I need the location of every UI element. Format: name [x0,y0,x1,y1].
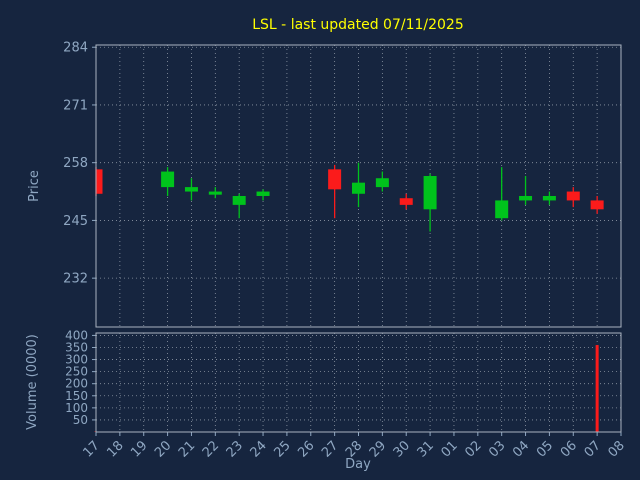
x-tick-label: 18 [104,438,126,460]
x-tick-label: 21 [176,438,198,460]
candle-body [352,182,365,194]
volume-axis-label: Volume (0000) [25,334,40,430]
price-tick-label: 258 [63,156,88,171]
candle-body [566,191,580,201]
x-tick-label: 20 [152,438,174,460]
chart-generated-layer: 17 18 19 20 21 22 23 24 25 26 27 28 29 30 31 01 02 03 04 05… [63,41,628,461]
x-tick-label: 24 [248,438,270,460]
candle-body [519,195,533,201]
x-tick-label: 19 [128,438,150,460]
candle-body [184,187,198,192]
volume-bar [595,345,599,432]
x-tick-label: 23 [224,438,246,460]
candle-body [542,195,556,201]
candle-body [161,171,175,188]
x-tick-label: 30 [391,438,413,460]
price-tick-label: 284 [63,41,88,56]
candle-body [96,169,103,194]
price-axis-label: Price [27,170,42,202]
x-tick-label: 17 [81,438,103,460]
x-tick-label: 31 [415,438,437,460]
x-axis-label: Day [345,457,371,472]
volume-tick-label: 400 [65,328,88,342]
x-tick-label: 02 [462,438,484,460]
candle-body [256,191,270,196]
chart-title: LSL - last updated 07/11/2025 [252,17,464,33]
x-tick-label: 07 [582,438,604,460]
price-panel-frame [95,44,622,328]
candle-body [423,176,437,210]
price-tick-label: 245 [63,214,88,229]
volume-tick-label: 100 [65,401,88,415]
candle-body [590,200,604,210]
price-tick-label: 232 [63,272,88,287]
candle-body [399,198,413,205]
volume-tick-label: 350 [65,340,88,354]
candle-body [328,169,342,190]
x-tick-label: 08 [606,438,628,460]
x-tick-label: 27 [319,438,341,460]
x-tick-label: 22 [200,438,222,460]
price-tick-label: 271 [63,98,88,113]
x-tick-label: 26 [295,438,317,460]
candle-body [232,195,246,205]
x-tick-label: 03 [486,438,508,460]
x-tick-label: 04 [510,438,532,460]
x-tick-label: 06 [558,438,580,460]
x-tick-label: 05 [534,438,556,460]
volume-tick-label: 250 [65,365,88,379]
volume-panel-frame [95,332,622,433]
candle-body [208,191,222,195]
candle-body [375,178,389,188]
candle-body [495,200,509,219]
x-tick-label: 25 [271,438,293,460]
volume-tick-label: 300 [65,353,88,367]
volume-tick-label: 200 [65,377,88,391]
volume-tick-label: 50 [73,413,88,427]
x-tick-label: 01 [438,438,460,460]
volume-tick-label: 150 [65,389,88,403]
